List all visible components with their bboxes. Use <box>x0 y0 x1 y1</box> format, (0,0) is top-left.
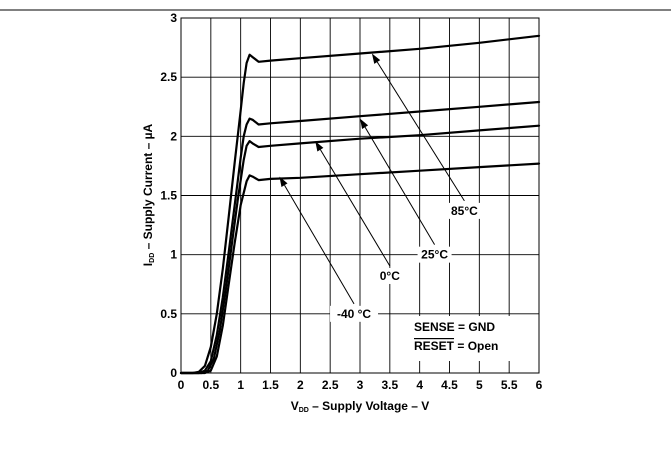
y-tick-label-4: 2 <box>170 129 177 143</box>
y-tick-label-3: 1.5 <box>160 189 177 203</box>
x-tick-labels: 0 0.5 1 1.5 2 2.5 3 3.5 4 4.5 5 5.5 6 <box>178 378 543 392</box>
annotation-arrowhead-0 <box>371 53 381 64</box>
x-tick-label-8: 4 <box>416 378 423 392</box>
series-line-3 <box>179 162 541 375</box>
y-axis-label-rest: – Supply Current – µA <box>141 123 155 252</box>
annotation-arrow-2 <box>319 149 391 267</box>
reset-overbar-text: RESET <box>414 339 455 353</box>
y-tick-label-2: 1 <box>170 248 177 262</box>
x-tick-label-2: 1 <box>237 378 244 392</box>
annotation-label-1: 25°C <box>421 248 448 262</box>
x-tick-label-4: 2 <box>297 378 304 392</box>
annotation-arrowhead-1 <box>360 118 369 129</box>
reset-rest-text: = Open <box>454 339 498 353</box>
x-axis-label-sub: DD <box>299 407 309 414</box>
x-tick-label-3: 1.5 <box>262 378 279 392</box>
annotation-label-bg-0 <box>447 202 482 219</box>
x-tick-label-5: 2.5 <box>322 378 339 392</box>
annotation-arrow-0 <box>376 61 465 202</box>
y-axis-label-main: I <box>141 263 155 266</box>
x-tick-label-0: 0 <box>178 378 185 392</box>
x-axis-label-main: V <box>291 399 299 413</box>
annotation-arrow-3 <box>284 184 355 305</box>
series-line-1 <box>179 100 541 375</box>
annotation-label-0: 85°C <box>451 204 478 218</box>
y-tick-labels: 0 0.5 1 1.5 2 2.5 3 <box>160 11 177 380</box>
x-tick-label-6: 3 <box>357 378 364 392</box>
x-tick-label-12: 6 <box>536 378 543 392</box>
annotation-label-3: -40 °C <box>337 307 371 321</box>
condition-sense: SENSE = GND <box>414 320 495 334</box>
x-tick-label-10: 5 <box>476 378 483 392</box>
y-tick-label-1: 0.5 <box>160 307 177 321</box>
annotation-arrowhead-2 <box>315 141 324 152</box>
x-axis-label: VDD – Supply Voltage – V <box>291 399 430 414</box>
annotation-label-2: 0°C <box>380 269 400 283</box>
x-tick-label-11: 5.5 <box>501 378 518 392</box>
annotation-label-bg-2 <box>376 267 404 284</box>
series-line-2 <box>179 124 541 375</box>
annotation-arrow-1 <box>364 126 436 245</box>
annotation-label-bg-1 <box>417 246 452 263</box>
annotation-arrowhead-3 <box>279 176 288 187</box>
y-axis-label: IDD – Supply Current – µA <box>141 123 156 266</box>
x-tick-label-9: 4.5 <box>441 378 458 392</box>
x-axis-label-rest: – Supply Voltage – V <box>309 399 429 413</box>
y-tick-label-5: 2.5 <box>160 70 177 84</box>
x-tick-label-1: 0.5 <box>202 378 219 392</box>
condition-reset: RESET = Open <box>414 339 498 353</box>
series-line-0 <box>179 34 541 375</box>
series-lines <box>179 34 541 375</box>
y-axis-label-sub: DD <box>149 253 156 263</box>
x-tick-label-7: 3.5 <box>381 378 398 392</box>
conditions-box <box>408 316 533 361</box>
annotation-label-bg-3 <box>330 305 379 322</box>
y-tick-label-0: 0 <box>170 366 177 380</box>
y-tick-label-6: 3 <box>170 11 177 25</box>
annotations: 85°C 25°C 0°C -40 °C <box>279 53 482 322</box>
